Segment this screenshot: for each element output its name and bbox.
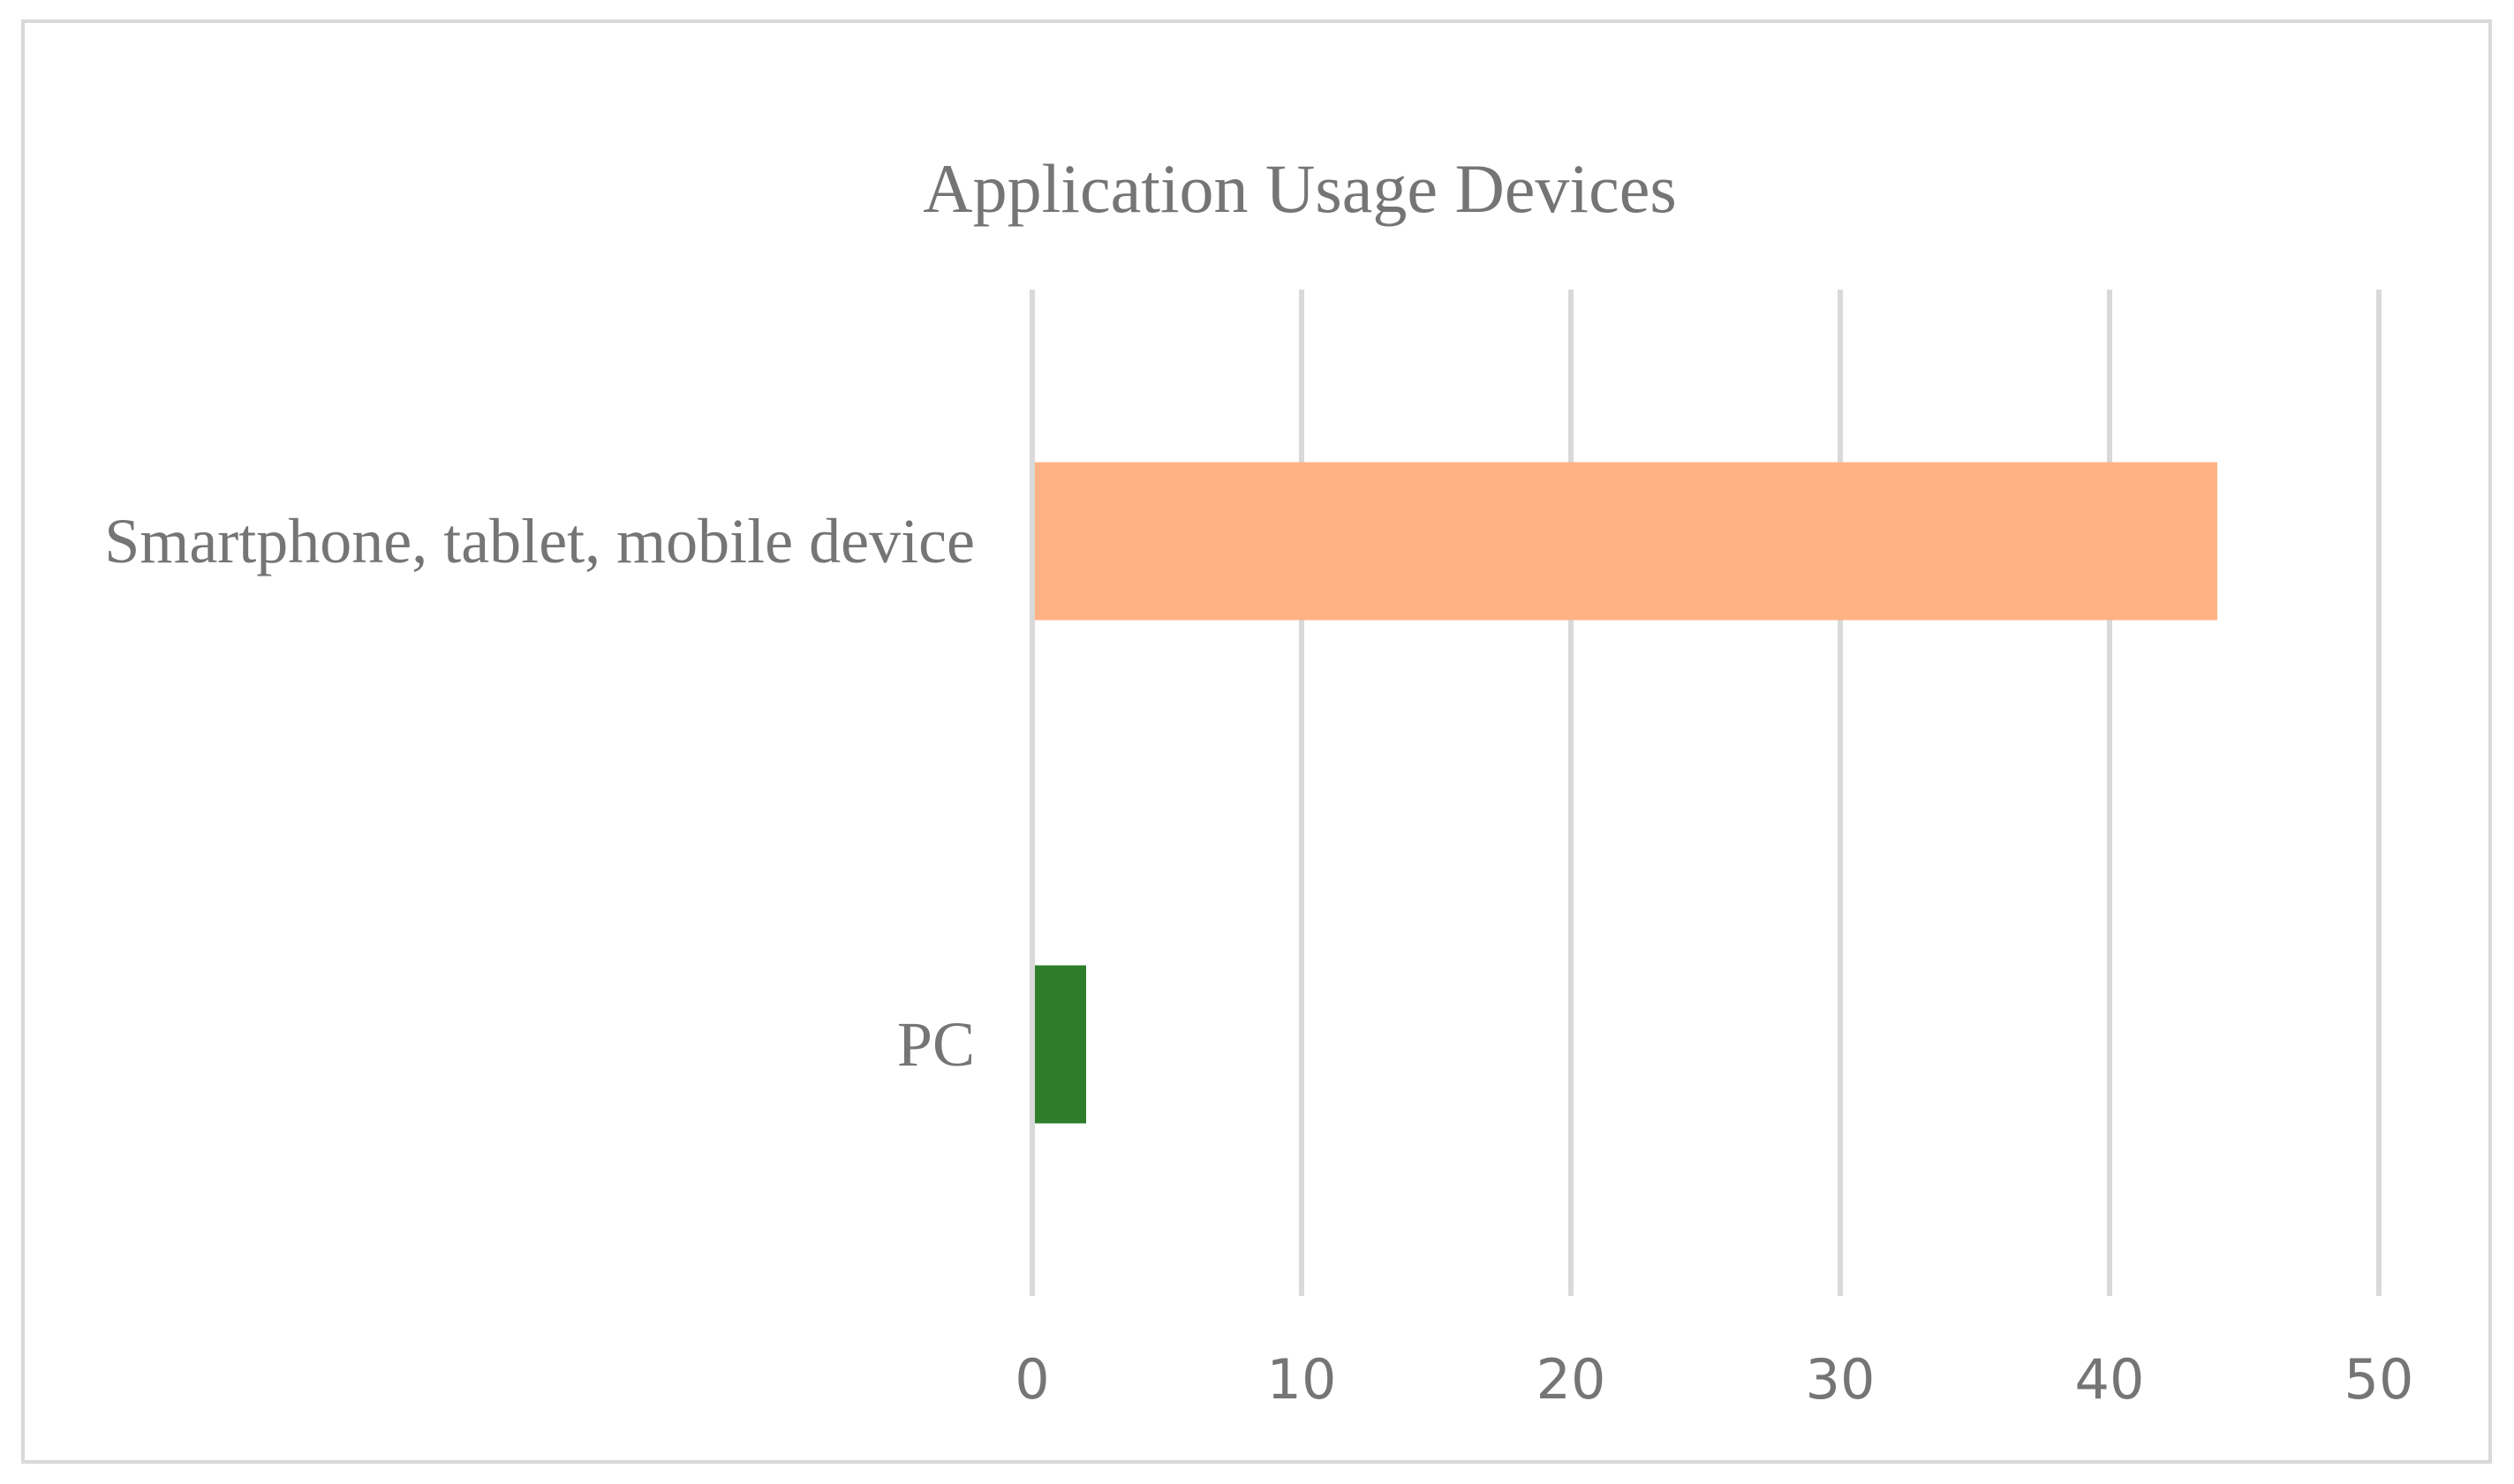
- bar-mobile: [1035, 462, 2217, 621]
- chart-frame: [21, 19, 2492, 1464]
- bar-pc: [1035, 965, 1086, 1124]
- x-axis-tick-labels: 0 10 20 30 40 50: [1015, 1347, 2413, 1412]
- x-tick-label: 50: [2344, 1347, 2414, 1412]
- x-tick-label: 20: [1536, 1347, 1606, 1412]
- category-label: PC: [897, 1009, 975, 1080]
- category-label: Smartphone, tablet, mobile device: [104, 506, 975, 576]
- x-tick-label: 30: [1806, 1347, 1876, 1412]
- x-tick-label: 0: [1015, 1347, 1049, 1412]
- chart-title: Application Usage Devices: [923, 150, 1676, 227]
- x-tick-label: 40: [2075, 1347, 2145, 1412]
- gridlines: [1030, 290, 2382, 1296]
- x-tick-label: 10: [1267, 1347, 1337, 1412]
- category-labels: Smartphone, tablet, mobile device PC: [104, 506, 975, 1080]
- bars: [1035, 462, 2217, 1124]
